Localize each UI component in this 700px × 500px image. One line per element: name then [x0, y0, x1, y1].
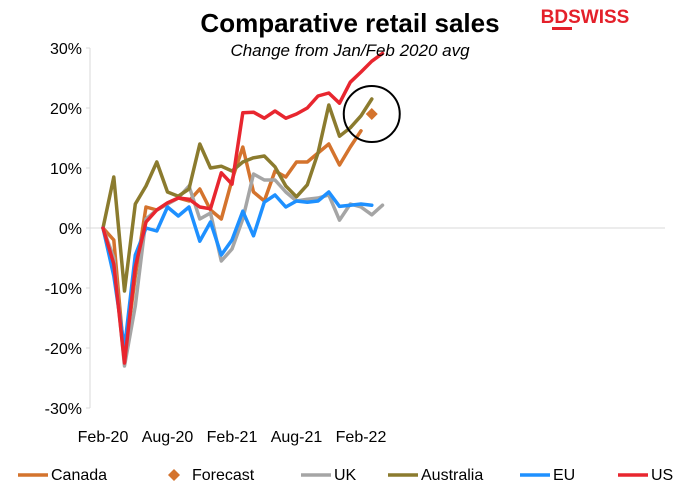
brand-logo: BDSWISS	[541, 7, 630, 30]
y-tick-label: 10%	[50, 161, 82, 178]
y-tick-label: -20%	[45, 341, 82, 358]
chart-subtitle: Change from Jan/Feb 2020 avg	[230, 41, 470, 60]
legend-item-forecast: Forecast	[168, 467, 255, 484]
series-line-eu	[101, 190, 374, 350]
annotation-layer	[342, 85, 401, 143]
y-tick-label: -10%	[45, 281, 82, 298]
legend: Canada Forecast UK Australia EU US	[18, 467, 673, 484]
series-line-australia	[101, 97, 374, 293]
legend-label-canada: Canada	[51, 467, 107, 484]
series-line-us	[101, 51, 385, 365]
brand-logo-underline	[552, 27, 572, 30]
y-tick-label: 30%	[50, 41, 82, 58]
legend-item-australia: Australia	[388, 467, 483, 484]
y-tick-label: -30%	[45, 401, 82, 418]
forecast-point	[365, 108, 378, 120]
legend-item-uk: UK	[301, 467, 357, 484]
legend-label-eu: EU	[553, 467, 575, 484]
legend-label-australia: Australia	[421, 467, 483, 484]
legend-label-forecast: Forecast	[192, 467, 255, 484]
legend-swatch-forecast	[168, 469, 180, 481]
axes-layer: -30% -20% -10% 0% 10% 20% 30% Feb-20 Aug-20 Feb-2…	[45, 41, 665, 446]
legend-item-canada: Canada	[18, 467, 107, 484]
x-tick-label: Aug-20	[142, 429, 194, 446]
legend-label-uk: UK	[334, 467, 357, 484]
x-tick-label: Aug-21	[271, 429, 323, 446]
legend-item-eu: EU	[520, 467, 575, 484]
legend-item-us: US	[618, 467, 673, 484]
x-tick-label: Feb-21	[207, 429, 258, 446]
series-layer	[101, 51, 385, 368]
chart-title: Comparative retail sales	[200, 8, 499, 38]
annotation-circle	[342, 85, 401, 143]
series-line-uk	[101, 172, 385, 368]
x-tick-label: Feb-20	[78, 429, 129, 446]
legend-label-us: US	[651, 467, 673, 484]
brand-logo-text: BDSWISS	[541, 7, 630, 28]
y-tick-label: 0%	[59, 221, 82, 238]
x-tick-label: Feb-22	[336, 429, 387, 446]
y-tick-label: 20%	[50, 101, 82, 118]
